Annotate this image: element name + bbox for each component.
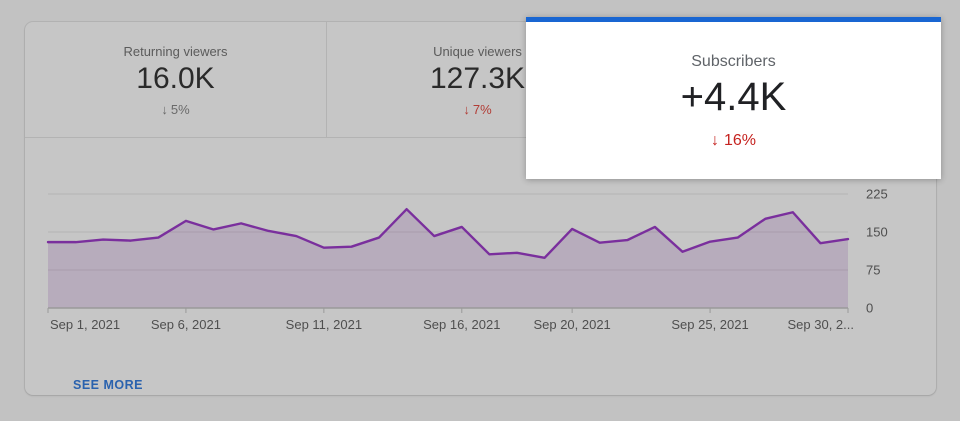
subscribers-value: +4.4K [680,75,787,119]
metric-delta-value: 7% [472,102,492,117]
subscribers-title: Subscribers [691,53,776,70]
metric-card-unique-viewers[interactable]: Unique viewers 127.3K ↓ 7% [327,22,629,137]
subscribers-delta: ↓ 16% [711,132,756,149]
arrow-down-icon: ↓ [161,102,168,117]
metrics-row: Returning viewers 16.0K ↓ 5% Unique viewe… [25,22,936,138]
metric-value: 16.0K [136,62,215,95]
metric-title: Unique viewers [433,44,522,59]
metric-delta-value: 5% [170,102,190,117]
metric-delta: ↓ 5% [161,103,189,117]
metric-delta: ↓ 7% [463,103,491,117]
metric-card-returning-viewers[interactable]: Returning viewers 16.0K ↓ 5% [25,22,327,137]
see-more-link[interactable]: SEE MORE [73,378,143,392]
subscribers-highlight-card[interactable]: Subscribers +4.4K ↓ 16% [526,17,941,179]
arrow-down-icon: ↓ [710,132,719,149]
metric-title: Returning viewers [123,44,228,59]
metric-value: 127.3K [429,62,526,95]
card-accent-bar [526,17,941,22]
arrow-down-icon: ↓ [463,102,470,117]
subscribers-delta-value: 16% [723,132,757,149]
